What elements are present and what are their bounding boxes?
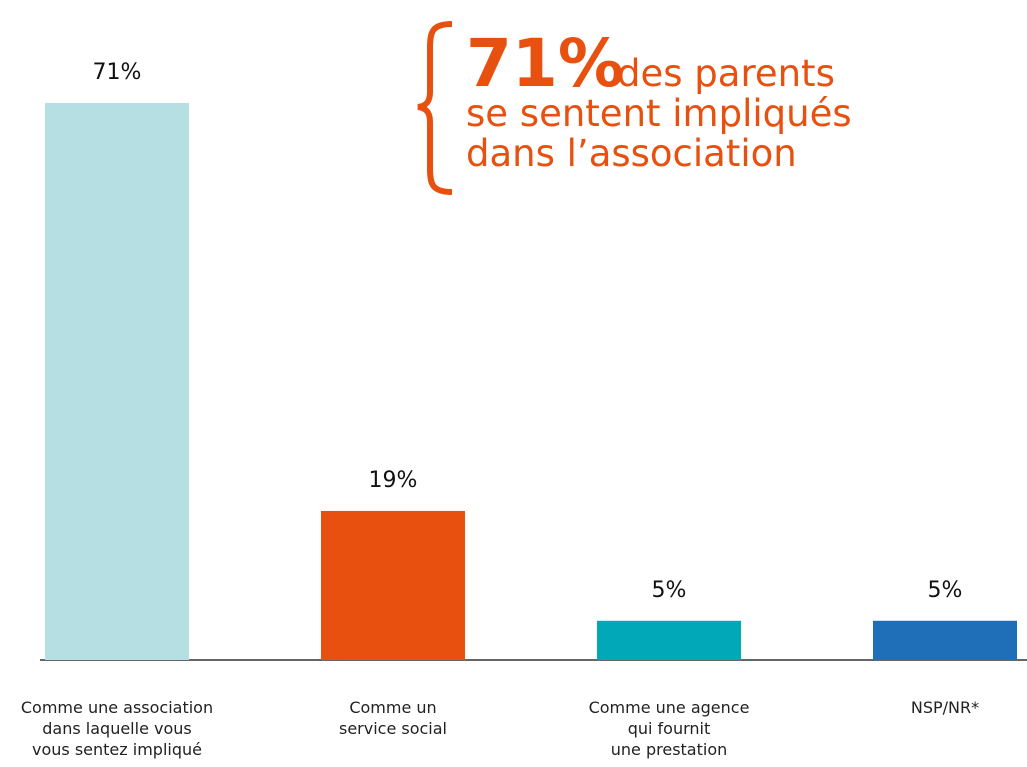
annotation-highlight: 71% (466, 25, 624, 102)
x-tick-label: Comme un service social (338, 698, 447, 738)
annotation-line: dans l’association (466, 132, 797, 175)
bar (321, 510, 465, 660)
annotation-line: se sentent impliqués (466, 92, 852, 135)
value-label: 5% (928, 578, 963, 603)
x-tick-label: Comme une agence qui fournit une prestat… (588, 698, 750, 759)
x-tick-label: NSP/NR* (910, 698, 980, 717)
bar (45, 103, 189, 660)
bar (873, 620, 1017, 660)
value-label: 5% (652, 578, 687, 603)
bar (597, 620, 741, 660)
value-label: 19% (369, 468, 418, 493)
value-label: 71% (93, 60, 142, 85)
annotation-line: des parents (617, 52, 835, 95)
x-tick-label: Comme une association dans laquelle vous… (20, 698, 214, 759)
brace (417, 21, 453, 195)
